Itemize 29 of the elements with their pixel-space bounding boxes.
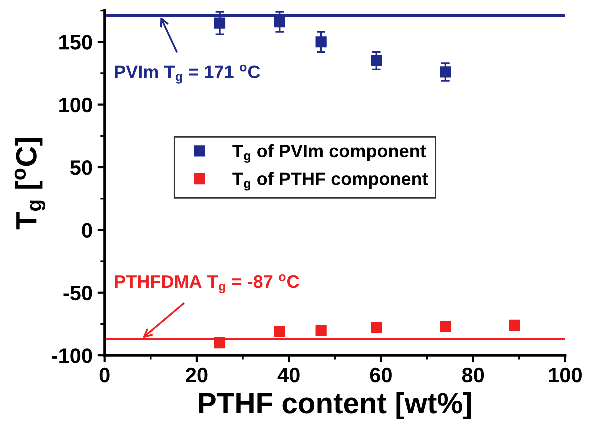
x-tick-label: 80: [462, 368, 484, 383]
y-tick-label: 100: [60, 98, 92, 113]
y-tick-label: 0: [82, 223, 92, 238]
x-axis-title: PTHF content [wt%]: [199, 392, 472, 420]
y-tick-label: 150: [60, 35, 92, 50]
ref-line-label: PVIm T$_{g}$ = 171 $^{o}$C: [115, 64, 260, 84]
x-tick-label: 20: [186, 368, 208, 383]
legend-label: T$_{g}$ of PTHF component: [232, 172, 428, 191]
y-tick-label: -100: [52, 348, 92, 364]
point: [274, 326, 286, 338]
point: [316, 324, 327, 336]
x-tick-label: 100: [549, 368, 582, 383]
point: [274, 16, 286, 28]
y-axis-title: T$_{g}$ [$^{o}$C]: [14, 138, 46, 230]
ref-line-label: PTHFDMA T$_{g}$ = -87 $^{o}$C: [115, 274, 300, 294]
y-tick-label: 50: [70, 160, 92, 176]
x-tick-label: 60: [370, 368, 392, 383]
point: [509, 320, 520, 332]
point: [440, 321, 452, 332]
point: [440, 66, 452, 78]
x-tick-label: 40: [278, 368, 300, 383]
point: [214, 337, 226, 349]
point: [371, 55, 382, 66]
point: [214, 18, 226, 29]
x-tick-label: 0: [100, 368, 110, 383]
legend-label: T$_{g}$ of PVIm component: [232, 144, 426, 163]
point: [316, 36, 327, 48]
point: [371, 322, 382, 334]
y-tick-label: -50: [64, 286, 92, 301]
